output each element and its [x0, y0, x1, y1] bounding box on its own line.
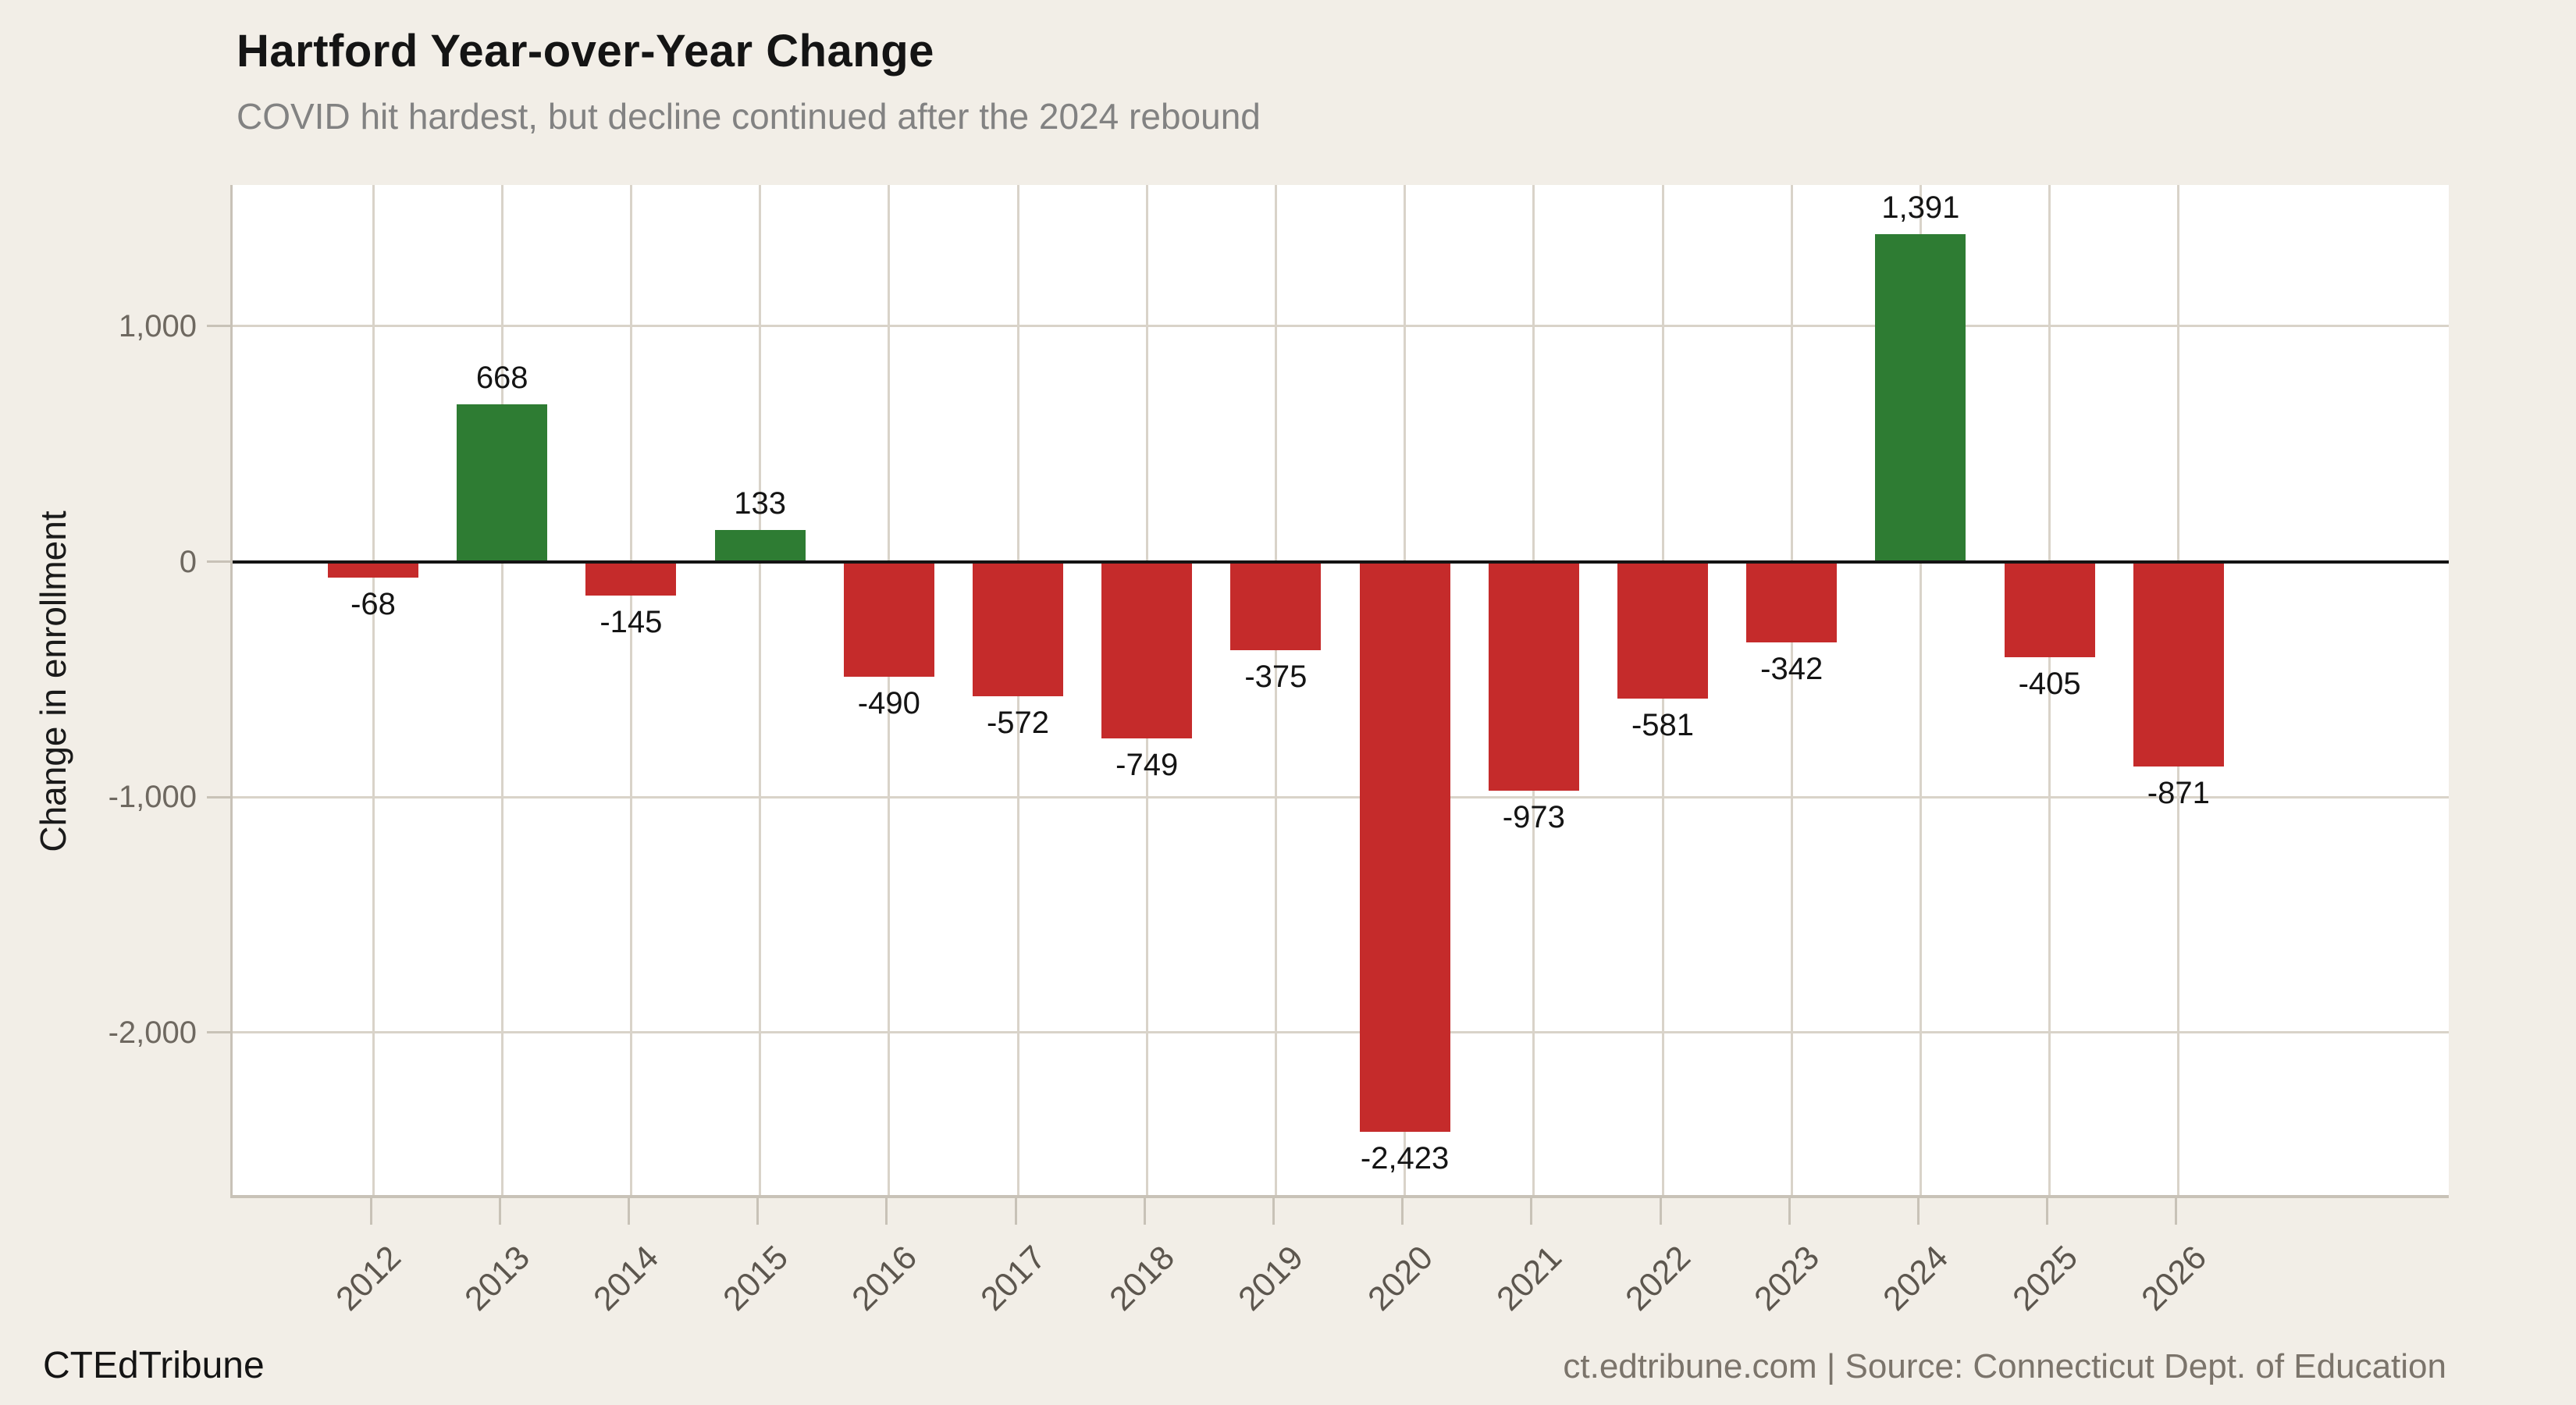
x-tick-2026: [2175, 1198, 2178, 1225]
y-tick-1,000: [207, 325, 230, 328]
bar-value-2022: -581: [1631, 707, 1695, 742]
bar-2024: [1875, 234, 1966, 562]
brand-text: CTEdTribune: [43, 1345, 265, 1386]
x-gridline-2016: [888, 185, 891, 1195]
x-tick-label-2016: 2016: [845, 1239, 924, 1318]
bar-value-2023: -342: [1760, 651, 1823, 686]
zero-line: [233, 560, 2449, 564]
x-tick-label-2012: 2012: [329, 1239, 408, 1318]
y-gridline-1,000: [233, 325, 2449, 328]
chart-subtitle: COVID hit hardest, but decline continued…: [237, 96, 1261, 137]
x-tick-2023: [1788, 1198, 1791, 1225]
x-tick-2017: [1014, 1198, 1017, 1225]
bar-2013: [457, 404, 548, 562]
x-tick-label-2022: 2022: [1618, 1239, 1698, 1318]
bar-value-2018: -749: [1115, 747, 1179, 782]
bar-2019: [1230, 561, 1322, 650]
x-tick-label-2015: 2015: [715, 1239, 795, 1318]
bar-2023: [1746, 561, 1838, 642]
x-gridline-2024: [1919, 185, 1922, 1195]
bar-value-2020: -2,423: [1360, 1141, 1450, 1176]
bar-2020: [1359, 561, 1450, 1133]
x-tick-label-2020: 2020: [1360, 1239, 1440, 1318]
y-gridline--1,000: [233, 795, 2449, 799]
y-tick-label-0: 0: [179, 544, 197, 579]
bar-value-2019: -375: [1244, 659, 1308, 694]
x-tick-label-2024: 2024: [1876, 1239, 1956, 1318]
bar-2016: [843, 561, 934, 678]
plot-area: -68 668 -145 133 -490 -572 -749 -375 -2,423 -973 -…: [230, 185, 2449, 1198]
bar-value-2013: 668: [475, 361, 528, 396]
y-tick-label-1,000: 1,000: [118, 308, 197, 343]
x-tick-label-2019: 2019: [1231, 1239, 1311, 1318]
chart-title: Hartford Year-over-Year Change: [237, 26, 934, 76]
x-gridline-2013: [500, 185, 503, 1195]
x-tick-2024: [1916, 1198, 1920, 1225]
bar-value-2017: -572: [986, 706, 1050, 741]
x-gridline-2025: [2048, 185, 2051, 1195]
bar-2025: [2004, 561, 2095, 657]
bar-value-2024: 1,391: [1881, 190, 1960, 226]
x-tick-label-2021: 2021: [1489, 1239, 1569, 1318]
x-tick-2015: [756, 1198, 760, 1225]
y-gridline--2,000: [233, 1031, 2449, 1034]
bar-value-2015: 133: [734, 486, 786, 521]
source-text: ct.edtribune.com | Source: Connecticut D…: [1563, 1347, 2446, 1385]
x-tick-label-2018: 2018: [1102, 1239, 1183, 1318]
y-tick-0: [207, 560, 230, 564]
bar-2026: [2133, 561, 2224, 767]
bar-value-2012: -68: [350, 587, 396, 622]
x-tick-label-2017: 2017: [973, 1239, 1053, 1318]
x-tick-label-2014: 2014: [586, 1239, 667, 1318]
x-gridline-2014: [629, 185, 632, 1195]
y-tick--2,000: [207, 1031, 230, 1034]
x-tick-2016: [885, 1198, 888, 1225]
x-tick-label-2026: 2026: [2134, 1239, 2214, 1318]
x-gridline-2023: [1790, 185, 1793, 1195]
bar-2015: [714, 530, 806, 562]
x-tick-2019: [1272, 1198, 1275, 1225]
bar-value-2016: -490: [857, 686, 920, 721]
bar-2021: [1488, 561, 1579, 791]
x-tick-2021: [1530, 1198, 1533, 1225]
bar-value-2014: -145: [600, 605, 663, 640]
x-tick-label-2023: 2023: [1747, 1239, 1827, 1318]
x-gridline-2019: [1274, 185, 1277, 1195]
y-tick--1,000: [207, 795, 230, 799]
x-tick-2025: [2046, 1198, 2049, 1225]
bar-2018: [1101, 561, 1193, 738]
y-tick-label--2,000: -2,000: [108, 1015, 197, 1050]
bar-2022: [1617, 561, 1708, 699]
x-gridline-2012: [372, 185, 375, 1195]
bar-value-2021: -973: [1502, 800, 1565, 835]
x-tick-label-2025: 2025: [2005, 1239, 2085, 1318]
bar-2014: [585, 561, 677, 596]
x-tick-2018: [1143, 1198, 1146, 1225]
x-tick-2013: [498, 1198, 501, 1225]
bar-2017: [973, 561, 1063, 697]
bar-value-2025: -405: [2018, 666, 2081, 701]
x-tick-2012: [369, 1198, 372, 1225]
x-tick-2022: [1659, 1198, 1662, 1225]
bar-value-2026: -871: [2147, 776, 2210, 811]
x-tick-2014: [627, 1198, 630, 1225]
x-tick-label-2013: 2013: [457, 1239, 538, 1318]
bar-2012: [328, 561, 418, 578]
x-gridline-2015: [759, 185, 762, 1195]
y-tick-label--1,000: -1,000: [108, 780, 197, 815]
x-tick-2020: [1401, 1198, 1404, 1225]
